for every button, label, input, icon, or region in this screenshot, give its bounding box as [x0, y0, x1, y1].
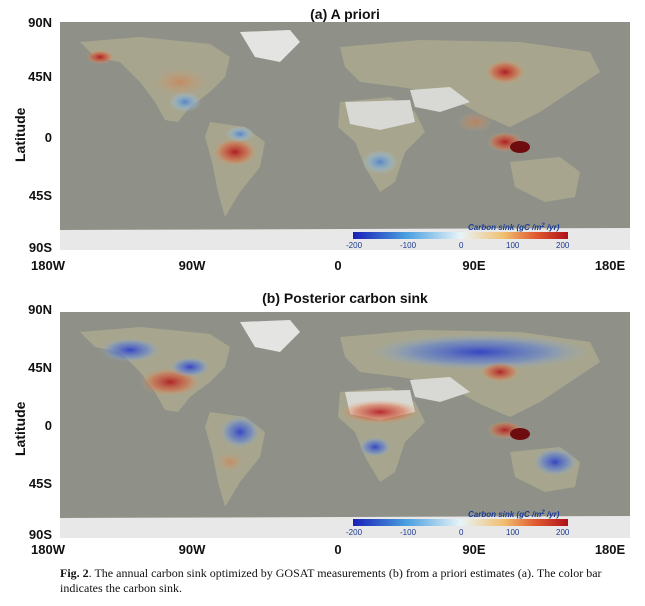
panel-b-title: (b) Posterior carbon sink — [262, 290, 428, 306]
panel-b-lon-tick-180w: 180W — [31, 542, 65, 557]
panel-b-sink-blob — [340, 400, 420, 424]
panel-a-title: (a) A priori — [310, 6, 380, 22]
panel-a-sink-blob — [485, 60, 525, 84]
panel-a-lat-tick-90n: 90N — [28, 15, 52, 30]
panel-b-colorbar-tick: -100 — [400, 528, 417, 537]
panel-a-colorbar-tick: -100 — [400, 241, 417, 250]
panel-b-map: Carbon sink (gC /m2 /yr) -200 -100 0 100… — [60, 312, 630, 538]
panel-a-map: Carbon sink (gC /m2 /yr) -200 -100 0 100… — [60, 22, 630, 250]
figure-caption: Fig. 2. The annual carbon sink optimized… — [60, 566, 630, 596]
panel-a-sink-blob — [213, 138, 257, 166]
panel-b-arabia-tibet — [410, 377, 470, 402]
panel-a-sink-blob — [362, 150, 398, 174]
panel-b-sink-blob — [216, 452, 244, 472]
panel-a-lon-tick-0: 0 — [334, 258, 342, 273]
panel-a-colorbar-title: Carbon sink (gC /m2 /yr) — [468, 223, 560, 232]
panel-b-lat-tick-90s: 90S — [28, 527, 52, 542]
panel-b-greenland — [240, 320, 300, 352]
panel-a-colorbar: Carbon sink (gC /m2 /yr) -200 -100 0 100… — [346, 223, 570, 250]
panel-a-colorbar-bar — [353, 232, 568, 239]
panel-b-colorbar-tick: 0 — [459, 528, 464, 537]
panel-b-sink-blob — [100, 338, 160, 362]
panel-b-lon-tick-180e: 180E — [594, 542, 626, 557]
panel-a-colorbar-tick: 200 — [556, 241, 570, 250]
panel-b-sink-blob — [370, 334, 590, 370]
panel-b-colorbar-title: Carbon sink (gC /m2 /yr) — [468, 510, 560, 519]
panel-a-arabia-tibet — [410, 87, 470, 112]
panel-a-sink-blob — [226, 126, 254, 142]
panel-a-lat-tick-45s: 45S — [28, 188, 52, 203]
panel-b-lon-tick-0: 0 — [334, 542, 342, 557]
panel-a-eurasia — [340, 40, 600, 127]
panel-b-sink-blob — [220, 416, 260, 448]
panel-a-lon-tick-180w: 180W — [31, 258, 65, 273]
panel-a-sahara — [345, 100, 415, 130]
panel-b-sink-blob — [533, 448, 577, 476]
figure-caption-text: . The annual carbon sink optimized by GO… — [60, 566, 602, 595]
panel-a-colorbar-tick: 100 — [506, 241, 520, 250]
panel-a-lon-tick-90e: 90E — [462, 258, 486, 273]
panel-a-australia — [510, 157, 580, 202]
panel-b-lat-tick-45s: 45S — [28, 476, 52, 491]
panel-a-sink-blob — [86, 50, 114, 64]
figure-caption-label: Fig. 2 — [60, 566, 89, 580]
panel-b-lon-tick-90e: 90E — [462, 542, 486, 557]
panel-a-lon-tick-90w: 90W — [178, 258, 206, 273]
panel-b-lat-tick-45n: 45N — [28, 360, 52, 375]
panel-a-sink-blob — [510, 141, 530, 153]
panel-b-sink-blob — [510, 428, 530, 440]
panel-b-colorbar-bar — [353, 519, 568, 526]
panel-a-colorbar-tick: 0 — [459, 241, 464, 250]
panel-a-lat-tick-0: 0 — [44, 130, 52, 145]
panel-b-sink-blob — [480, 362, 520, 382]
panel-a-sink-blob — [152, 68, 208, 96]
panel-b-colorbar-tick: -200 — [346, 528, 363, 537]
panel-a-sink-blob — [457, 112, 493, 132]
panel-b-lat-tick-0: 0 — [44, 418, 52, 433]
panel-a-sink-blob — [169, 92, 201, 112]
panel-a-lat-tick-90s: 90S — [28, 240, 52, 255]
panel-b-lat-tick-90n: 90N — [28, 302, 52, 317]
panel-b-lon-tick-90w: 90W — [178, 542, 206, 557]
panel-b-sink-blob — [359, 437, 391, 457]
panel-a-colorbar-tick: -200 — [346, 241, 363, 250]
panel-b-sink-blob — [170, 357, 210, 377]
panel-a-greenland — [240, 30, 300, 62]
panel-b-colorbar-tick: 200 — [556, 528, 570, 537]
panel-b-colorbar-tick: 100 — [506, 528, 520, 537]
panel-b-colorbar: Carbon sink (gC /m2 /yr) -200 -100 0 100… — [346, 510, 570, 537]
panel-a-lat-tick-45n: 45N — [28, 69, 52, 84]
panel-a-lon-tick-180e: 180E — [594, 258, 626, 273]
